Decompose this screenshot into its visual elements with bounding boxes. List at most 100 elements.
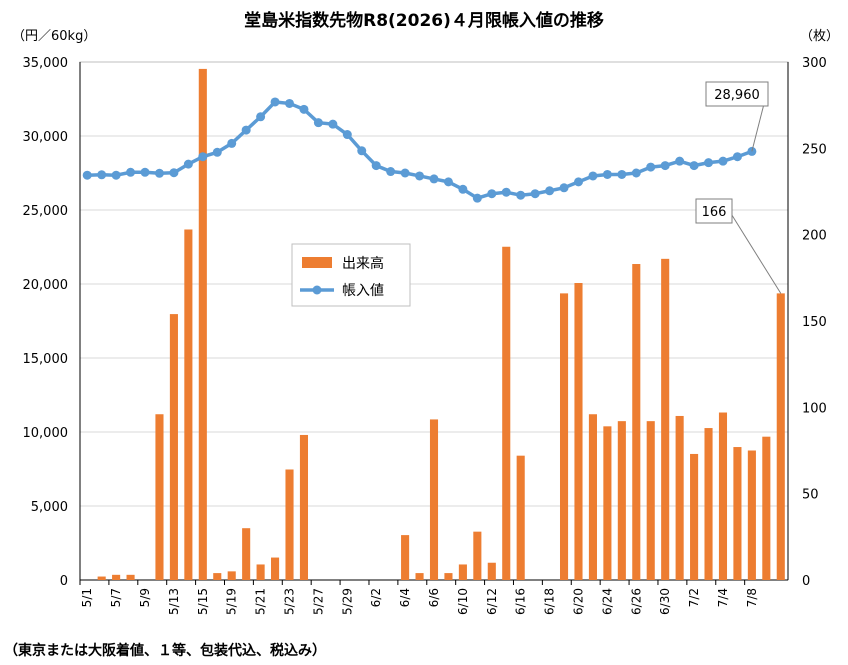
callout-box: [705, 81, 769, 107]
settlement-point: [82, 170, 92, 180]
x-tick-label: 6/6: [427, 588, 441, 607]
volume-bar: [718, 412, 728, 580]
settlement-point: [400, 168, 410, 178]
settlement-point: [689, 161, 699, 171]
left-tick-label: 30,000: [23, 130, 69, 145]
x-tick-label: 6/12: [485, 588, 499, 615]
settlement-point: [732, 152, 742, 162]
settlement-point: [631, 168, 641, 178]
x-tick-label: 5/27: [311, 588, 325, 615]
volume-bar: [516, 455, 525, 580]
right-tick-label: 0: [802, 574, 810, 589]
x-tick-label: 5/7: [109, 588, 123, 607]
settlement-point: [429, 174, 439, 184]
volume-bar: [155, 414, 164, 580]
right-tick-label: 250: [802, 142, 827, 157]
volume-bar: [733, 447, 742, 580]
settlement-point: [675, 156, 685, 166]
volume-bar: [588, 414, 597, 580]
settlement-line: [87, 100, 753, 200]
volume-bar: [213, 573, 222, 580]
x-tick-label: 5/13: [167, 588, 181, 615]
volume-bar: [603, 426, 612, 580]
left-tick-label: 15,000: [23, 352, 69, 367]
volume-bar: [184, 229, 193, 580]
settlement-point: [516, 190, 526, 200]
x-tick-label: 5/21: [254, 588, 268, 615]
settlement-point: [371, 161, 381, 171]
x-tick-label: 6/4: [398, 588, 412, 607]
volume-bar: [574, 283, 583, 580]
legend-marker-settlement: [312, 285, 322, 295]
volume-bar: [415, 573, 424, 580]
settlement-point: [183, 159, 193, 169]
settlement-point: [646, 162, 656, 172]
volume-bar: [429, 419, 439, 580]
volume-bar: [646, 421, 655, 580]
settlement-point: [588, 171, 598, 181]
volume-bar: [401, 535, 410, 580]
settlement-point: [198, 152, 208, 162]
callout-box: [695, 198, 733, 224]
callout-label-settlement: 28,960: [714, 88, 760, 103]
x-tick-label: 7/4: [716, 588, 730, 607]
left-axis-unit: （円／60kg）: [12, 29, 97, 44]
volume-bar: [169, 314, 178, 580]
volume-bar: [661, 258, 670, 580]
settlement-point: [559, 183, 569, 193]
settlement-point: [415, 171, 425, 181]
settlement-point: [443, 177, 453, 187]
right-tick-label: 200: [802, 229, 827, 244]
volume-bar: [690, 453, 699, 580]
x-tick-label: 6/26: [629, 588, 643, 615]
volume-bar: [112, 574, 121, 580]
settlement-point: [660, 161, 670, 171]
volume-bar: [299, 434, 309, 580]
settlement-point: [458, 184, 468, 194]
x-tick-label: 6/20: [571, 588, 585, 615]
settlement-point: [227, 138, 237, 148]
x-tick-label: 6/10: [456, 588, 470, 615]
x-tick-label: 7/8: [745, 588, 759, 607]
right-tick-label: 150: [802, 315, 827, 330]
settlement-point: [97, 170, 107, 180]
chart-title: 堂島米指数先物R8(2026)４月限帳入値の推移: [244, 11, 604, 31]
callout-leader: [729, 211, 782, 294]
x-tick-label: 5/1: [80, 588, 94, 607]
settlement-point: [545, 186, 555, 196]
settlement-point: [299, 104, 309, 114]
volume-bar: [632, 264, 641, 580]
legend-box: [291, 243, 411, 307]
settlement-point: [357, 146, 367, 156]
chart-footnote: （東京または大阪着値、１等、包装代込、税込み）: [4, 643, 326, 659]
volume-bar: [256, 564, 265, 580]
callout-label-volume: 166: [702, 205, 727, 220]
volume-bar: [97, 576, 106, 580]
volume-bar: [285, 469, 294, 580]
settlement-point: [111, 170, 121, 180]
x-tick-label: 7/2: [687, 588, 701, 607]
x-tick-label: 5/29: [340, 588, 354, 615]
settlement-point: [241, 125, 251, 135]
volume-bar: [559, 293, 569, 580]
settlement-point: [573, 177, 583, 187]
left-tick-label: 5,000: [31, 500, 68, 515]
x-tick-label: 6/2: [369, 588, 383, 607]
right-tick-label: 50: [802, 488, 819, 503]
volume-bar: [617, 421, 626, 580]
volume-bar: [675, 415, 684, 580]
left-tick-label: 35,000: [23, 56, 69, 71]
settlement-point: [126, 167, 136, 177]
settlement-point: [501, 187, 511, 197]
x-tick-label: 6/24: [600, 588, 614, 615]
volume-bar: [502, 246, 511, 580]
volume-bar: [747, 450, 756, 580]
x-tick-label: 5/15: [196, 588, 210, 615]
left-tick-label: 10,000: [23, 426, 69, 441]
legend-swatch-volume: [302, 257, 332, 268]
volume-bar: [776, 293, 785, 580]
settlement-point: [169, 168, 179, 178]
settlement-point: [704, 158, 714, 168]
settlement-point: [487, 189, 497, 199]
